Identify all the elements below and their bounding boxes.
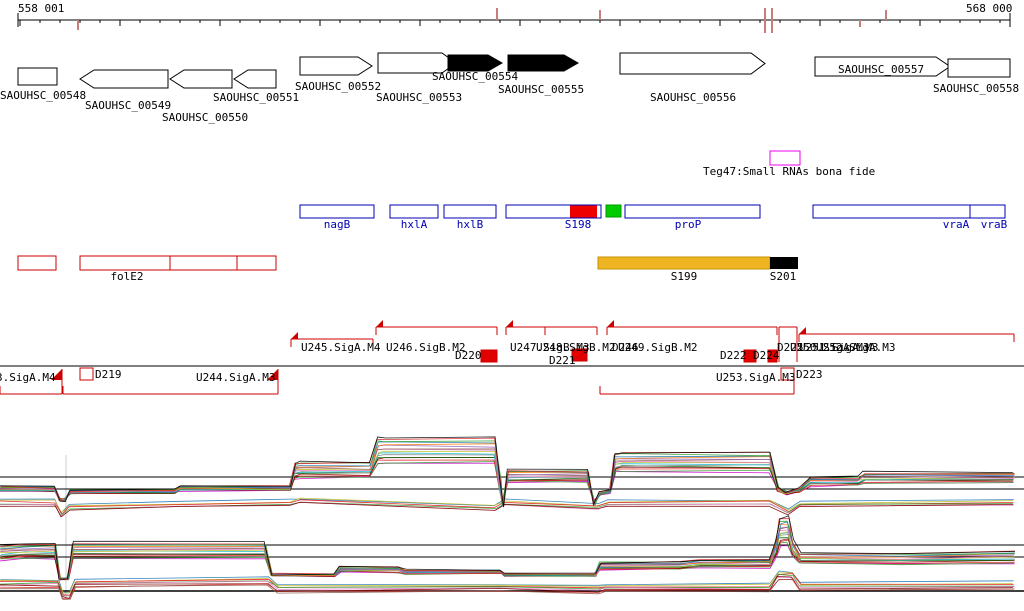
feature-hxlB[interactable] — [443, 204, 497, 219]
feature-label: hxlB — [456, 218, 484, 231]
feature-vraA[interactable] — [812, 204, 971, 219]
gene-label: SAOUHSC_00550 — [162, 111, 249, 124]
tu-label: U252.SigA.M3 — [816, 341, 896, 354]
tu-label: D224 — [753, 349, 780, 362]
tu-label: U249.SigB.M2 — [618, 341, 698, 354]
tu-promoter-flag — [51, 369, 62, 380]
expression-trace — [0, 515, 1016, 580]
srna-label: S201 — [769, 270, 797, 283]
tu-promoter-flag — [607, 320, 614, 327]
feature-label: vraA — [942, 218, 970, 231]
gene-label: SAOUHSC_00548 — [0, 89, 87, 102]
gene-SAOUHSC_00555[interactable] — [507, 54, 580, 72]
teg47-label: Teg47:Small RNAs bona fide — [703, 165, 876, 178]
expression-trace — [0, 520, 1016, 581]
ruler-end-coordinate: 568 000 — [966, 2, 1013, 15]
terminator-box[interactable] — [79, 367, 94, 381]
gene-SAOUHSC_00557[interactable] — [814, 56, 951, 77]
tu-promoter-flag — [291, 332, 298, 339]
expression-trace-band — [0, 501, 1014, 518]
srna-label: S199 — [670, 270, 698, 283]
expression-trace — [0, 440, 1015, 507]
gene-SAOUHSC_00554[interactable] — [447, 54, 504, 72]
terminator-box[interactable] — [780, 367, 795, 381]
red-feature-box[interactable] — [17, 255, 57, 271]
feature-red-segment — [570, 205, 597, 218]
gene-label: SAOUHSC_00553 — [376, 91, 463, 104]
expression-trace-band — [0, 576, 1015, 597]
feature-outline — [505, 204, 602, 219]
gene-SAOUHSC_00549[interactable] — [79, 69, 169, 89]
feature-vraB[interactable] — [969, 204, 1006, 219]
expression-trace-band — [0, 578, 1015, 600]
gene-label: SAOUHSC_00552 — [295, 80, 382, 93]
terminator-box[interactable] — [767, 349, 778, 363]
gene-SAOUHSC_00558[interactable] — [947, 58, 1011, 78]
tu-label: U251.SigA.M3 — [799, 341, 879, 354]
tu-label: U245.SigA.M4 — [301, 341, 381, 354]
terminator-box[interactable] — [743, 349, 757, 363]
red-feature-label: folE2 — [110, 270, 144, 283]
expression-trace-band — [0, 499, 1014, 515]
srna-S201-bar[interactable] — [770, 257, 798, 269]
tu-label: U244.SigA.M3 — [196, 371, 276, 384]
expression-trace — [0, 436, 1013, 508]
gene-label: SAOUHSC_00557 — [838, 63, 925, 76]
expression-trace-band — [0, 497, 1014, 514]
feature-hxlA[interactable] — [389, 204, 439, 219]
expression-trace-band — [0, 573, 1014, 596]
tu-label: U250.SigA.M3 — [790, 341, 870, 354]
green-feature-box[interactable] — [605, 204, 622, 218]
tu-label: U248.SigB.M2 — [536, 341, 616, 354]
expression-trace — [1, 523, 1015, 580]
expression-trace-band — [0, 501, 1014, 516]
terminator-box[interactable] — [480, 349, 498, 363]
tu-label: D220 — [455, 349, 482, 362]
expression-trace-band — [0, 575, 1014, 599]
tu-promoter-flag — [799, 327, 806, 334]
feature-nagB[interactable] — [299, 204, 375, 219]
expression-trace — [1, 529, 1014, 581]
expression-trace-band — [0, 570, 1014, 594]
gene-label: SAOUHSC_00551 — [213, 91, 300, 104]
gene-label: SAOUHSC_00558 — [933, 82, 1020, 95]
tu-label: D225 — [777, 341, 804, 354]
tu-label: D246 — [612, 341, 639, 354]
srna-S199-bar[interactable] — [597, 256, 771, 270]
ruler-start-coordinate: 558 001 — [18, 2, 65, 15]
gene-SAOUHSC_00548[interactable] — [17, 67, 58, 86]
tu-label: D223 — [796, 368, 823, 381]
feature-proP[interactable] — [624, 204, 761, 219]
tu-label: 3.SigA.M4 — [0, 371, 56, 384]
expression-trace-band — [0, 572, 1013, 594]
terminator-box[interactable] — [571, 348, 588, 362]
gene-label: SAOUHSC_00556 — [650, 91, 737, 104]
gene-SAOUHSC_00556[interactable] — [619, 52, 766, 75]
feature-label: S198 — [564, 218, 592, 231]
tu-label: U247.SigB.M3 — [510, 341, 590, 354]
tu-promoter-flag — [506, 320, 513, 327]
gene-SAOUHSC_00550[interactable] — [169, 69, 233, 89]
feature-label: hxlA — [400, 218, 428, 231]
expression-trace — [0, 441, 1015, 506]
tu-promoter-flag — [267, 369, 278, 380]
feature-label: vraB — [980, 218, 1008, 231]
tu-promoter-flag — [376, 320, 383, 327]
gene-label: SAOUHSC_00549 — [85, 99, 172, 112]
tu-label: D221 — [549, 354, 576, 367]
tu-label: D219 — [95, 368, 122, 381]
tu-label: U253.SigA.M3 — [716, 371, 796, 384]
gene-label: SAOUHSC_00554 — [432, 70, 519, 83]
gene-SAOUHSC_00552[interactable] — [299, 56, 373, 76]
tu-label: D222 — [720, 349, 747, 362]
gene-label: SAOUHSC_00555 — [498, 83, 585, 96]
gene-SAOUHSC_00551[interactable] — [233, 69, 277, 89]
tu-label: U246.SigB.M2 — [386, 341, 466, 354]
teg47-srna-box[interactable] — [769, 150, 801, 166]
feature-label: nagB — [323, 218, 351, 231]
red-feature-box[interactable] — [79, 255, 277, 271]
feature-label: proP — [674, 218, 702, 231]
